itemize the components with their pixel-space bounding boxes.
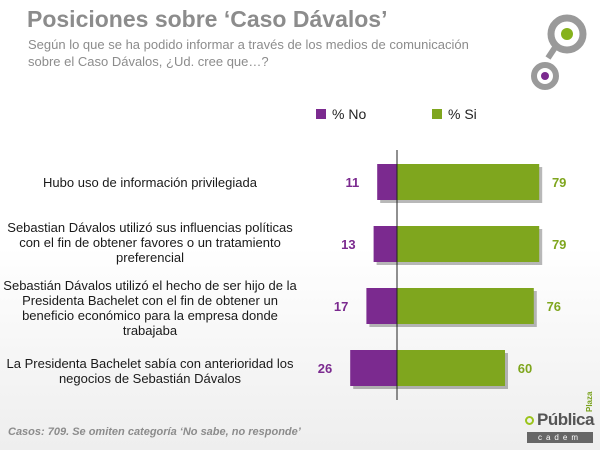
data-label-no: 11 [345, 175, 359, 190]
bar-si [397, 288, 534, 324]
data-label-si: 79 [552, 175, 566, 190]
data-label-no: 13 [341, 237, 355, 252]
legend-no: % No [316, 106, 366, 122]
data-label-si: 60 [518, 361, 532, 376]
legend-si-swatch [432, 109, 442, 119]
bar-si [397, 164, 540, 200]
brand-dot-icon [525, 416, 534, 425]
bar-no [377, 164, 397, 200]
legend-no-swatch [316, 109, 326, 119]
data-label-si: 79 [552, 237, 566, 252]
data-label-no: 17 [334, 299, 348, 314]
plaza-publica-cadem-logo: Pública Plaza cadem [525, 392, 597, 446]
bar-no [373, 226, 397, 262]
footnote: Casos: 709. Se omiten categoría ‘No sabe… [8, 426, 301, 438]
cadem-rings-logo [531, 14, 587, 90]
bar-si [397, 350, 505, 386]
category-label-4: La Presidenta Bachelet sabía con anterio… [6, 356, 294, 386]
category-label-3: Sebastián Dávalos utilizó el hecho de se… [3, 278, 297, 338]
legend-no-label: % No [332, 106, 367, 122]
data-label-no: 26 [318, 361, 332, 376]
brand-name: Pública [537, 410, 594, 429]
chart-title: Posiciones sobre ‘Caso Dávalos’ [27, 6, 388, 32]
brand-sub: cadem [527, 432, 593, 443]
bar-no [366, 288, 397, 324]
bar-no [350, 350, 397, 386]
chart-subtitle: Según lo que se ha podido informar a tra… [28, 37, 469, 69]
legend-si: % Si [432, 106, 477, 122]
category-label-1: Hubo uso de información privilegiada [43, 175, 257, 190]
brand-tag: Plaza [585, 391, 594, 412]
category-label-2: Sebastian Dávalos utilizó sus influencia… [7, 220, 293, 265]
legend-si-label: % Si [448, 106, 477, 122]
data-label-si: 76 [547, 299, 561, 314]
bar-si [397, 226, 540, 262]
